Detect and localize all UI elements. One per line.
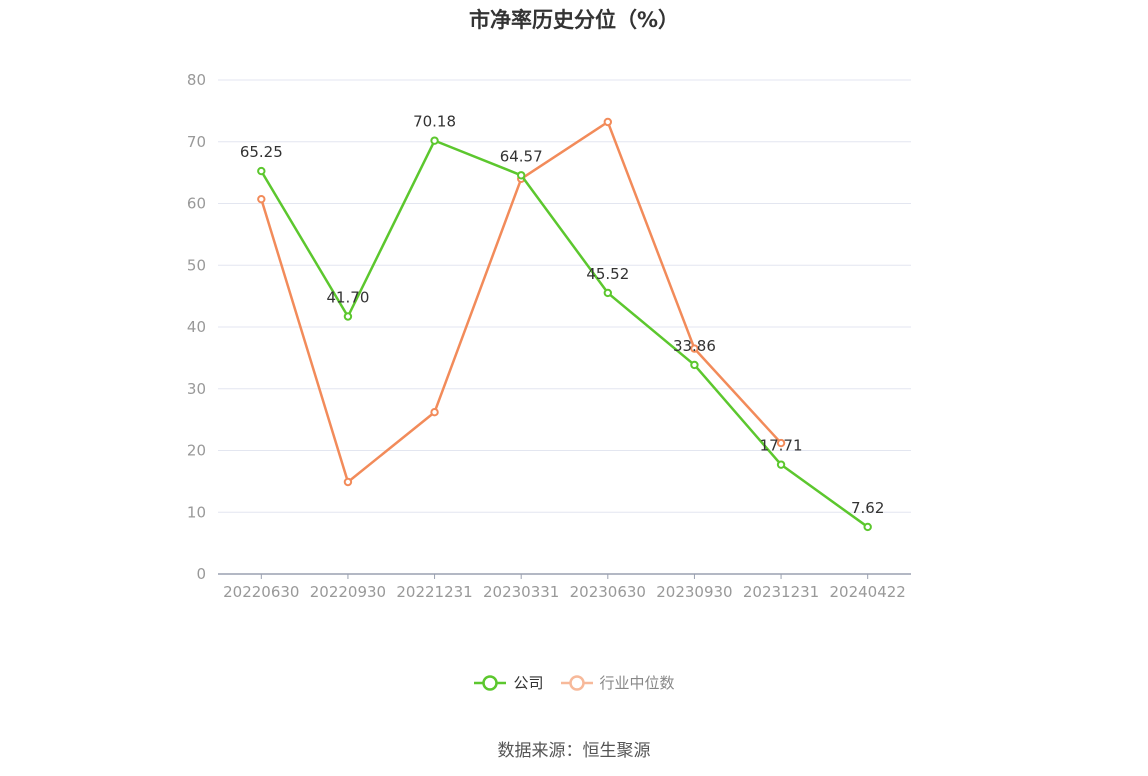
data-point-industry [776,438,786,448]
data-point-industry [430,408,439,417]
data-label-company: 45.52 [586,265,629,283]
legend-label-company: 公司 [513,674,544,692]
y-tick-label: 60 [187,195,206,213]
data-point-company [863,522,872,532]
x-tick-label: 20230331 [483,583,559,601]
data-source: 数据来源：恒生聚源 [497,741,651,761]
data-point-company [776,460,786,469]
data-point-company [603,288,613,298]
legend-company-marker-icon [474,674,507,691]
series-layer [257,117,872,532]
legend-item-industry[interactable]: 行业中位数 [560,672,675,693]
y-tick-label: 20 [187,442,206,460]
data-point-company [430,136,439,145]
y-tick-label: 0 [196,565,206,583]
data-label-company: 65.25 [240,143,283,161]
y-tick-label: 30 [187,380,206,398]
chart-title: 市净率历史分位（%） [468,8,680,32]
axes: 0 10 20 30 40 50 60 70 80 20220630 20220930 2022123… [187,71,911,601]
legend-label-industry: 行业中位数 [599,674,675,692]
data-point-company [343,312,353,321]
data-point-industry [343,477,353,487]
data-point-company [516,171,526,180]
x-tick-label: 20221231 [396,583,472,601]
series-line-company [260,139,869,528]
x-tick-label: 20231231 [743,583,819,601]
x-tick-label: 20240422 [830,583,906,601]
data-label-company: 7.62 [851,499,884,517]
data-label-company: 41.70 [326,289,369,307]
data-point-industry [257,194,266,204]
x-tick-label: 20220630 [223,583,299,601]
x-tick-label: 20230930 [656,583,732,601]
data-point-company [690,360,699,370]
legend: 公司 行业中位数 [0,672,1148,693]
legend-industry-marker-icon [560,674,593,691]
y-tick-label: 10 [187,503,206,521]
data-label-company: 64.57 [500,147,543,165]
y-tick-label: 70 [187,133,206,151]
data-point-industry [603,117,613,127]
data-point-company [257,166,266,176]
data-label-company: 70.18 [413,113,456,131]
data-label-company: 33.86 [673,337,716,355]
data-labels: 65.25 41.70 70.18 64.57 45.52 33.86 17.71 7.62 [240,113,885,517]
x-tick-label: 20230630 [570,583,646,601]
x-tick-label: 20220930 [310,583,386,601]
y-tick-label: 50 [187,256,206,274]
data-label-company: 17.71 [760,437,803,455]
legend-item-company[interactable]: 公司 [473,672,544,693]
grid-lines [218,79,911,513]
data-point-industry [690,344,699,353]
y-tick-label: 40 [187,318,206,336]
y-tick-label: 80 [187,71,206,89]
